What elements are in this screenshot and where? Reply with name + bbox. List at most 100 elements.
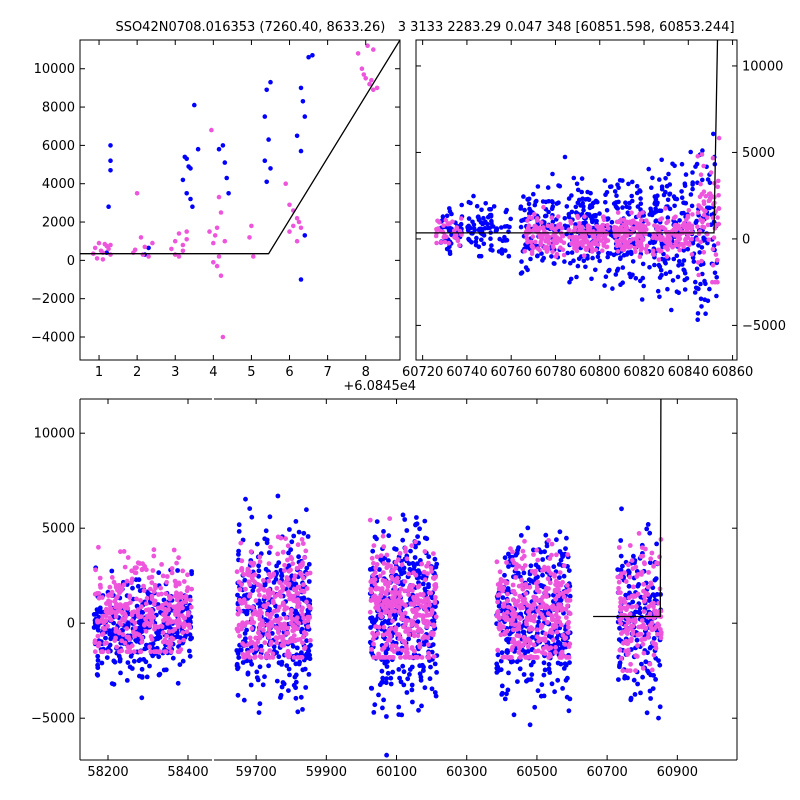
data-point [163,649,169,655]
data-point [250,573,256,578]
data-point [568,221,574,226]
data-point [476,244,482,250]
data-point [264,651,270,657]
data-point [553,254,559,259]
data-point [537,247,542,253]
data-point [156,672,162,678]
data-point [266,663,271,669]
data-point [513,640,518,646]
data-point [652,577,658,583]
data-point [525,525,531,531]
y-tick-label: −2000 [31,292,75,307]
data-point [426,554,432,560]
data-point [522,248,527,254]
data-point [564,535,569,541]
data-point [680,262,685,267]
data-point [563,589,569,594]
data-point [146,245,151,251]
panel-bottom: 58200 58400 59700 59900 60100 60300 60500 60700… [31,398,738,780]
data-point [242,577,248,583]
data-point [620,563,625,569]
data-point [583,264,588,270]
data-point [520,586,526,592]
data-point [511,712,517,718]
data-point [293,672,299,678]
y-tick-label: 0 [742,232,750,247]
data-point [699,152,705,157]
data-point [639,637,644,643]
data-point [259,618,265,624]
data-point [415,601,421,606]
data-point [648,206,653,212]
data-point [422,577,428,583]
data-point [417,526,422,532]
data-point [236,655,242,660]
data-point [649,550,655,556]
data-point [541,693,547,699]
data-point [239,566,245,571]
data-point [568,260,573,266]
data-point [644,243,650,249]
season-cluster [367,516,439,660]
data-point [302,645,308,650]
data-point [507,655,513,660]
data-point [302,555,307,560]
data-point [466,236,471,242]
data-point [117,658,123,664]
data-point [373,605,379,611]
data-point [295,709,301,715]
data-point [518,224,524,230]
data-point [556,183,561,188]
data-point [189,569,195,574]
data-point [590,219,595,225]
data-point [184,237,189,242]
data-point [99,660,105,666]
data-point [138,649,144,655]
data-point [414,521,420,527]
data-point [528,655,534,660]
data-point [589,241,595,246]
data-point [170,636,176,642]
data-point [118,670,123,676]
data-point [698,296,704,302]
data-point [144,595,150,601]
data-point [557,575,562,580]
data-point [540,557,546,562]
data-point [433,595,438,600]
data-point [559,225,565,231]
data-point [517,666,523,672]
data-point [222,238,228,244]
data-point [432,600,438,606]
data-point [428,664,433,670]
data-point [443,217,449,223]
data-point [139,695,145,701]
data-point [396,597,401,603]
data-point [519,218,524,223]
data-point [563,546,568,551]
data-point [615,243,620,248]
data-point [159,562,165,567]
data-point [494,661,500,667]
data-point [556,214,561,219]
data-point [372,577,378,582]
data-point [386,533,392,539]
x-tick-label: 60840 [668,365,709,380]
data-point [149,593,155,599]
data-point [113,635,118,641]
data-point [402,579,408,584]
data-point [693,279,698,285]
data-point [447,209,453,214]
data-point [646,166,651,172]
data-point [308,642,313,648]
data-point [298,225,304,231]
data-point [285,557,290,563]
data-point [288,554,294,560]
data-point [714,293,719,299]
data-point [94,591,100,596]
data-point [396,704,402,710]
data-point [508,659,514,665]
data-point [216,254,222,259]
data-point [513,575,519,580]
data-point [643,626,648,631]
data-point [185,622,191,628]
